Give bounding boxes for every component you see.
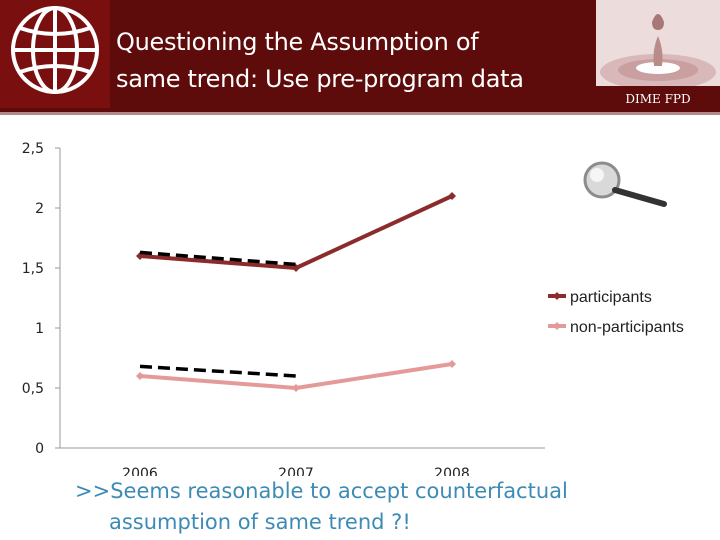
y-axis-ticks: 0 0,5 1 1,5 2 2,5 — [22, 141, 60, 457]
brand-panel: DIME FPD — [596, 0, 720, 110]
brand-label: DIME FPD — [625, 92, 691, 106]
slide-caption: >>Seems reasonable to accept counterfact… — [75, 476, 715, 538]
data-point — [448, 360, 456, 368]
globe-logo-icon — [0, 0, 110, 108]
x-tick-label: 2006 — [122, 466, 158, 476]
trend-lines — [139, 250, 297, 378]
y-tick-label: 1,5 — [22, 261, 44, 277]
legend-marker — [553, 292, 561, 300]
water-drop-icon — [596, 0, 720, 110]
slide-header: Questioning the Assumption of same trend… — [0, 0, 720, 112]
chart-series — [136, 192, 456, 392]
line-chart: 0 0,5 1 1,5 2 2,5 2006 2007 2008 participants no… — [22, 141, 684, 476]
caption-line-2: assumption of same trend ?! — [109, 510, 411, 534]
y-tick-label: 0,5 — [22, 381, 44, 397]
trend-line — [139, 364, 297, 378]
x-tick-label: 2008 — [434, 466, 470, 476]
x-tick-label: 2007 — [278, 466, 314, 476]
title-line-2: same trend: Use pre-program data — [116, 65, 524, 93]
title-line-1: Questioning the Assumption of — [116, 28, 479, 56]
y-tick-label: 2 — [35, 201, 44, 217]
caption-line-1: >>Seems reasonable to accept counterfact… — [75, 479, 568, 503]
y-tick-label: 1 — [35, 321, 44, 337]
magnifier-icon — [583, 161, 667, 207]
legend-marker — [553, 322, 561, 330]
x-axis-ticks: 2006 2007 2008 — [122, 466, 470, 476]
header-divider — [0, 112, 720, 115]
legend-label: non-participants — [570, 319, 684, 336]
data-point — [136, 372, 144, 380]
legend-label: participants — [570, 289, 652, 306]
y-tick-label: 2,5 — [22, 141, 44, 157]
slide-title: Questioning the Assumption of same trend… — [116, 24, 596, 98]
data-point — [448, 192, 456, 200]
data-point — [292, 384, 300, 392]
chart-legend: participants non-participants — [548, 289, 684, 336]
y-tick-label: 0 — [35, 441, 44, 457]
chart-axes — [59, 148, 545, 449]
trend-line — [139, 250, 297, 267]
